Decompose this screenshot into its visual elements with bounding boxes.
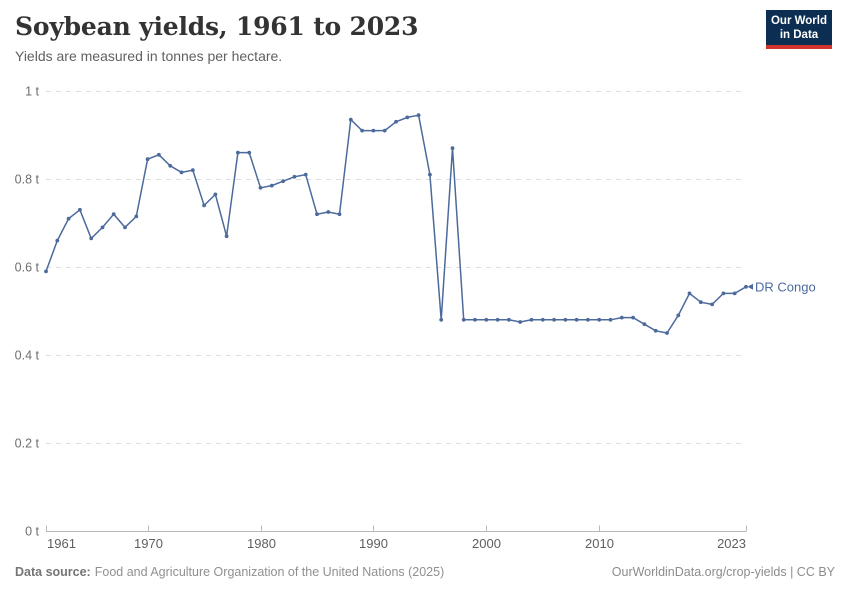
data-point-marker[interactable] (518, 320, 523, 324)
x-tick-label: 2010 (585, 536, 614, 551)
data-point-marker[interactable] (473, 317, 477, 322)
series-dr-congo[interactable]: DR Congo (44, 113, 816, 335)
page-title: Soybean yields, 1961 to 2023 (15, 12, 419, 41)
data-point-marker[interactable] (78, 207, 82, 212)
data-point-marker[interactable] (608, 317, 613, 322)
data-point-marker[interactable] (563, 317, 568, 322)
entity-label-arrow (747, 283, 753, 290)
data-point-marker[interactable] (495, 317, 500, 322)
chart-subtitle: Yields are measured in tonnes per hectar… (15, 48, 283, 64)
data-point-marker[interactable] (89, 236, 94, 241)
data-point-marker[interactable] (721, 291, 726, 296)
data-point-marker[interactable] (179, 170, 184, 175)
data-point-marker[interactable] (744, 284, 748, 289)
data-point-marker[interactable] (698, 300, 703, 305)
y-tick-label: 0.2 t (15, 437, 40, 451)
data-point-marker[interactable] (315, 212, 319, 217)
y-tick-label: 1 t (25, 85, 39, 99)
data-point-marker[interactable] (100, 225, 105, 230)
data-point-marker[interactable] (687, 291, 692, 296)
data-point-marker[interactable] (461, 317, 466, 322)
data-point-marker[interactable] (66, 216, 71, 221)
data-point-marker[interactable] (597, 317, 602, 322)
data-point-marker[interactable] (303, 172, 308, 177)
data-point-marker[interactable] (190, 168, 195, 173)
owid-logo-line1: Our World (770, 15, 827, 27)
data-point-marker[interactable] (360, 128, 364, 133)
data-point-marker[interactable] (586, 317, 590, 322)
data-source-text: Food and Agriculture Organization of the… (94, 565, 445, 579)
data-source-label: Data source: (15, 565, 91, 579)
footer-link[interactable]: OurWorldinData.org/crop-yields | CC BY (611, 565, 835, 579)
data-point-marker[interactable] (269, 183, 274, 188)
data-point-marker[interactable] (507, 317, 511, 322)
data-point-marker[interactable] (529, 317, 534, 322)
data-point-marker[interactable] (631, 315, 635, 320)
data-point-marker[interactable] (236, 150, 240, 155)
data-point-marker[interactable] (44, 269, 48, 274)
y-axis-labels: 0 t 0.2 t 0.4 t 0.6 t 0.8 t 1 t (15, 85, 40, 539)
data-point-marker[interactable] (371, 128, 376, 133)
x-tick-label: 1990 (359, 536, 388, 551)
y-tick-label: 0.8 t (15, 173, 40, 187)
data-point-marker[interactable] (676, 313, 681, 318)
data-point-marker[interactable] (653, 328, 658, 333)
data-point-marker[interactable] (281, 179, 285, 184)
data-point-marker[interactable] (213, 192, 218, 197)
data-point-marker[interactable] (732, 291, 737, 296)
data-point-marker[interactable] (247, 150, 252, 155)
x-tick-label: 1961 (47, 536, 76, 551)
data-point-marker[interactable] (111, 212, 116, 217)
entity-label[interactable]: DR Congo (755, 279, 816, 294)
data-point-marker[interactable] (574, 317, 579, 322)
y-tick-label: 0.6 t (15, 261, 40, 275)
series-line[interactable] (45, 114, 747, 334)
data-point-marker[interactable] (157, 152, 161, 157)
x-tick-label: 2023 (717, 536, 746, 551)
owid-logo-line2: in Data (779, 29, 819, 41)
chart-footer: Data source: Food and Agriculture Organiz… (15, 565, 835, 579)
data-point-marker[interactable] (337, 212, 342, 217)
data-point-marker[interactable] (450, 146, 455, 151)
data-point-marker[interactable] (258, 185, 263, 190)
data-point-marker[interactable] (145, 157, 150, 162)
y-tick-label: 0 t (25, 525, 39, 539)
data-point-marker[interactable] (439, 317, 444, 322)
data-point-marker[interactable] (665, 331, 669, 335)
data-point-marker[interactable] (134, 214, 139, 219)
data-point-marker[interactable] (552, 317, 556, 322)
data-point-marker[interactable] (224, 234, 229, 239)
x-axis: 1961 1970 1980 1990 2000 2010 2023 (46, 525, 747, 551)
data-point-marker[interactable] (202, 203, 207, 208)
data-point-marker[interactable] (382, 128, 387, 133)
data-point-marker[interactable] (168, 163, 173, 168)
data-point-marker[interactable] (540, 317, 545, 322)
data-point-marker[interactable] (428, 172, 432, 177)
data-point-marker[interactable] (484, 317, 489, 322)
data-point-marker[interactable] (348, 117, 353, 122)
data-point-marker[interactable] (619, 315, 624, 320)
data-point-marker[interactable] (394, 119, 398, 124)
y-gridlines (46, 91, 746, 444)
data-point-marker[interactable] (55, 238, 60, 243)
data-point-marker[interactable] (642, 322, 647, 327)
data-point-marker[interactable] (326, 210, 331, 214)
x-tick-label: 1980 (247, 536, 276, 551)
y-tick-label: 0.4 t (15, 349, 40, 363)
data-point-marker[interactable] (123, 225, 127, 230)
owid-logo[interactable]: Our World in Data (766, 10, 832, 49)
data-point-marker[interactable] (405, 115, 410, 120)
data-point-marker[interactable] (710, 302, 714, 307)
x-tick-label: 2000 (472, 536, 501, 551)
x-tick-label: 1970 (134, 536, 163, 551)
data-point-marker[interactable] (416, 113, 421, 118)
data-point-marker[interactable] (292, 174, 297, 179)
data-source: Data source: Food and Agriculture Organiz… (15, 565, 444, 579)
